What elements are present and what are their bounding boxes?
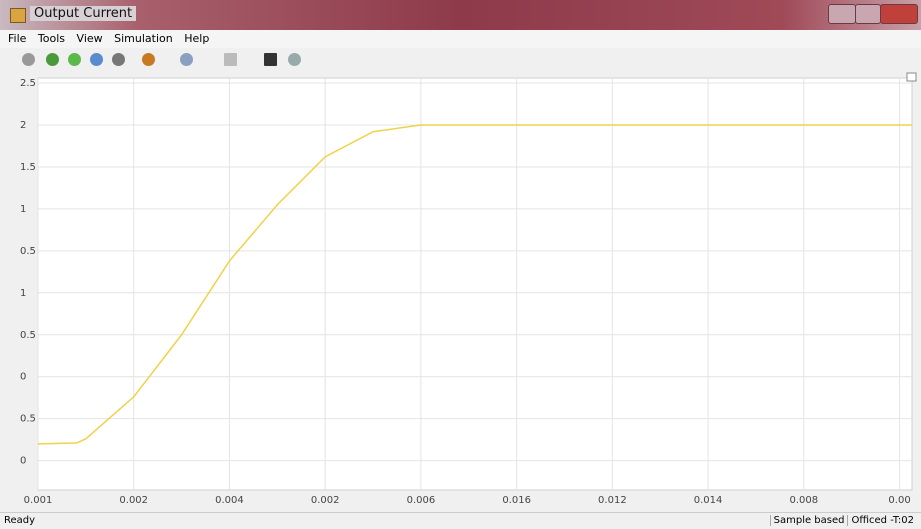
dropdown-button[interactable] [906, 72, 917, 82]
tool-button[interactable] [180, 53, 193, 66]
status-field: Officed -T:02 [847, 515, 917, 526]
x-tick-label: 0.006 [407, 495, 436, 506]
status-bar: Ready Sample based Officed -T:02 [0, 512, 921, 529]
y-tick-label: 0.5 [20, 414, 36, 425]
tool-button[interactable] [288, 53, 301, 66]
menu-item[interactable]: Help [184, 32, 210, 45]
y-tick-label: 1 [20, 204, 26, 215]
x-tick-label: 0.004 [215, 495, 244, 506]
close-button[interactable] [880, 4, 918, 24]
maximize-button[interactable] [855, 4, 881, 24]
y-tick-label: 2.5 [20, 78, 36, 89]
tool-button[interactable] [22, 53, 35, 66]
menu-item[interactable]: View [76, 32, 103, 45]
y-tick-label: 0 [20, 372, 26, 383]
status-right: Sample based Officed -T:02 [769, 515, 917, 526]
y-tick-label: 1 [20, 288, 26, 299]
x-tick-label: 0.002 [119, 495, 148, 506]
tool-button[interactable] [224, 53, 237, 66]
menu-item[interactable]: File [8, 32, 27, 45]
x-tick-label: 0.00 [888, 495, 910, 506]
tool-button[interactable] [90, 53, 103, 66]
menu-item[interactable]: Tools [37, 32, 66, 45]
y-tick-label: 0.5 [20, 246, 36, 257]
scope-plot: 2.5 2 1.5 1 0.5 1 0.5 0 0.5 0 0.001 0.002 0.004 0.002… [0, 72, 921, 512]
tool-button[interactable] [264, 53, 277, 66]
title-bar: Output Current [0, 0, 921, 30]
status-field: Sample based [769, 515, 848, 526]
x-tick-label: 0.001 [24, 495, 53, 506]
x-tick-label: 0.016 [502, 495, 531, 506]
plot-area [37, 77, 913, 491]
tool-button[interactable] [112, 53, 125, 66]
minimize-button[interactable] [828, 4, 856, 24]
x-tick-label: 0.002 [311, 495, 340, 506]
tool-button[interactable] [142, 53, 155, 66]
y-tick-label: 1.5 [20, 162, 36, 173]
toolbar [0, 48, 921, 73]
tool-button[interactable] [46, 53, 59, 66]
x-tick-label: 0.014 [694, 495, 723, 506]
data-line [37, 124, 912, 445]
status-text: Ready [4, 515, 36, 526]
y-tick-label: 0.5 [20, 330, 36, 341]
menu-bar: File Tools View Simulation Help [0, 30, 921, 48]
window-title: Output Current [30, 6, 137, 21]
y-tick-label: 0 [20, 456, 26, 467]
x-tick-label: 0.012 [598, 495, 627, 506]
app-icon [10, 8, 26, 23]
x-tick-label: 0.008 [790, 495, 819, 506]
tool-button[interactable] [68, 53, 81, 66]
y-tick-label: 2 [20, 120, 26, 131]
menu-item[interactable]: Simulation [114, 32, 173, 45]
